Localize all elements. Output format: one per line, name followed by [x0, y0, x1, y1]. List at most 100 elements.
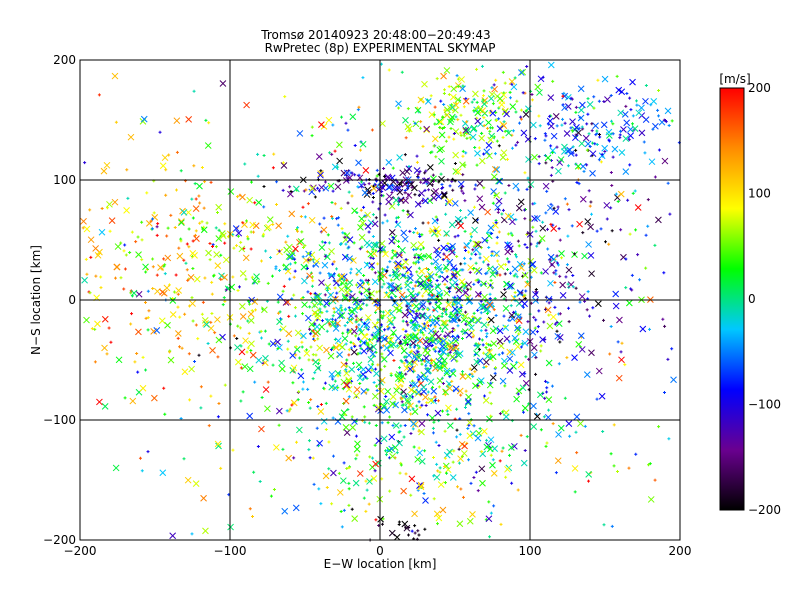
- data-point: [371, 247, 375, 251]
- data-point: [281, 161, 285, 165]
- data-point: [401, 327, 405, 331]
- data-point: [245, 235, 249, 239]
- data-point: [553, 322, 557, 326]
- data-point: [359, 292, 363, 296]
- data-point: [367, 282, 371, 286]
- data-point: [530, 423, 538, 430]
- data-point: [345, 358, 349, 362]
- data-point: [609, 325, 613, 329]
- data-point: [496, 95, 504, 102]
- data-point: [575, 181, 579, 185]
- data-point: [339, 206, 343, 210]
- data-point: [465, 136, 469, 140]
- data-point: [383, 344, 391, 352]
- data-point: [557, 362, 561, 366]
- data-point: [517, 325, 521, 329]
- data-point: [317, 408, 325, 415]
- data-point: [466, 517, 474, 525]
- y-tick-label: −100: [43, 413, 76, 427]
- data-point: [231, 233, 235, 237]
- data-point: [554, 269, 558, 273]
- data-point: [210, 312, 214, 316]
- data-point: [146, 316, 150, 320]
- data-point: [502, 305, 510, 312]
- data-point: [384, 388, 392, 395]
- data-point: [617, 109, 625, 117]
- data-point: [565, 202, 569, 206]
- data-point: [289, 249, 296, 257]
- data-point: [358, 215, 365, 223]
- data-point: [455, 282, 459, 286]
- data-point: [330, 317, 334, 321]
- data-point: [667, 437, 671, 441]
- data-point: [438, 145, 445, 153]
- data-point: [437, 444, 441, 448]
- data-point: [411, 421, 419, 428]
- data-point: [111, 72, 119, 80]
- data-point: [368, 292, 372, 296]
- data-point: [219, 277, 223, 281]
- data-point: [332, 344, 340, 351]
- data-point: [370, 362, 374, 366]
- data-point: [322, 472, 330, 480]
- data-point: [370, 343, 377, 351]
- data-point: [464, 126, 472, 134]
- data-point: [639, 325, 647, 333]
- data-point: [558, 312, 562, 316]
- data-point: [447, 287, 451, 291]
- data-point: [561, 117, 565, 121]
- data-point: [411, 320, 415, 324]
- data-point: [381, 517, 385, 521]
- data-point: [346, 236, 354, 243]
- data-point: [239, 270, 247, 277]
- data-point: [401, 273, 405, 277]
- data-point: [503, 129, 507, 133]
- data-point: [472, 282, 476, 286]
- data-point: [442, 307, 446, 311]
- data-point: [294, 329, 302, 337]
- data-point: [438, 175, 445, 183]
- data-point: [235, 229, 243, 237]
- data-point: [460, 336, 464, 340]
- data-point: [341, 331, 345, 335]
- data-point: [419, 314, 423, 318]
- data-point: [476, 180, 484, 187]
- data-point: [525, 246, 529, 250]
- data-point: [563, 121, 567, 125]
- data-point: [396, 251, 403, 259]
- data-point: [451, 334, 455, 338]
- data-point: [516, 392, 520, 396]
- data-point: [631, 191, 635, 195]
- data-point: [388, 237, 396, 245]
- data-point: [623, 119, 631, 127]
- data-point: [416, 292, 420, 296]
- data-point: [571, 151, 575, 155]
- data-point: [670, 376, 677, 384]
- data-point: [431, 426, 435, 430]
- data-point: [397, 430, 401, 434]
- data-point: [543, 307, 547, 311]
- data-point: [306, 290, 310, 294]
- data-point: [122, 287, 126, 291]
- data-point: [442, 263, 450, 271]
- data-point: [234, 344, 241, 351]
- data-point: [283, 95, 287, 99]
- data-point: [555, 145, 559, 149]
- data-point: [476, 280, 480, 284]
- data-point: [101, 344, 108, 352]
- data-point: [486, 317, 490, 321]
- data-point: [495, 235, 499, 239]
- data-point: [505, 257, 509, 261]
- data-point: [345, 176, 349, 180]
- data-point: [253, 273, 260, 280]
- data-point: [563, 130, 571, 137]
- data-point: [433, 325, 437, 329]
- data-point: [452, 334, 459, 342]
- data-point: [256, 445, 260, 449]
- data-point: [408, 386, 415, 394]
- data-point: [442, 91, 446, 95]
- data-point: [339, 282, 343, 286]
- colorbar-tick-label: 0: [748, 292, 756, 306]
- data-point: [260, 396, 264, 400]
- data-point: [574, 148, 578, 152]
